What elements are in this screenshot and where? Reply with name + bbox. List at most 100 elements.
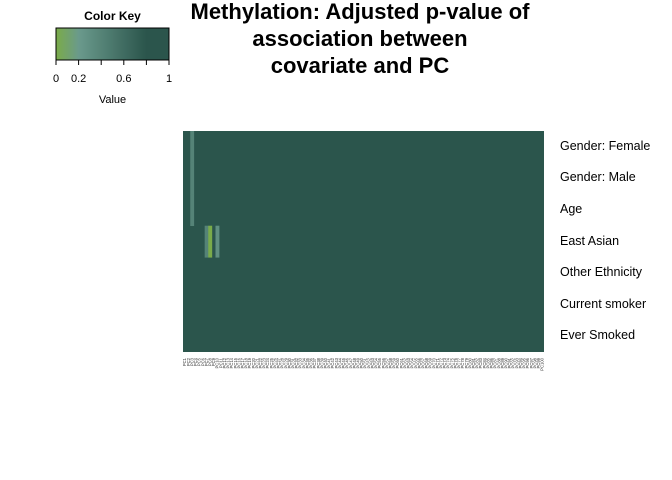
column-label: PC49 [355,357,360,368]
color-key-swatch [72,28,74,60]
color-key-swatch [163,28,165,60]
color-key-swatch [111,28,113,60]
color-key-swatch [120,28,122,60]
column-label: PC5 [197,357,202,366]
color-key-swatch [166,28,168,60]
color-key-swatch [108,28,110,60]
column-label: PC39 [319,357,324,368]
column-label: PC77 [457,357,462,368]
column-label: PC23 [262,357,267,368]
column-label: PC35 [305,357,310,368]
column-label: PC64 [410,357,415,368]
column-label: PC83 [478,357,483,368]
column-label: PC51 [363,357,368,368]
column-label: PC8 [207,357,212,366]
color-key-tick-label: 0 [52,73,60,85]
column-label: PC6 [200,357,205,366]
column-label: PC16 [236,357,241,368]
column-label: PC24 [265,357,270,368]
column-label: PC72 [439,357,444,368]
color-key-swatch [161,28,163,60]
color-key-swatch [155,28,157,60]
color-key-swatch [90,28,92,60]
column-label: PC80 [467,357,472,368]
color-key-swatch [150,28,152,60]
color-key-swatch [119,28,121,60]
color-key-swatch [63,28,65,60]
color-key-swatch [56,28,58,60]
column-label: PC68 [424,357,429,368]
column-label: PC66 [417,357,422,368]
column-label: PC71 [435,357,440,368]
column-label: PC29 [283,357,288,368]
color-key-swatch [118,28,120,60]
column-label: PC3 [189,357,194,366]
color-key-swatch [167,28,169,60]
color-key-swatch [78,28,80,60]
column-label: PC58 [388,357,393,368]
column-label: PC91 [507,357,512,368]
heatmap-cell-r3-c6 [204,225,209,258]
column-label: PC59 [392,357,397,368]
column-label: PC56 [381,357,386,368]
color-key-swatch [84,28,86,60]
column-label: PC89 [500,357,505,368]
color-key-swatch [102,28,104,60]
color-key-swatch [99,28,101,60]
color-key-swatch [139,28,141,60]
column-label: PC62 [402,357,407,368]
color-key-swatch [83,28,85,60]
heatmap-cell-r3-c7 [208,225,213,258]
color-key-swatch [151,28,153,60]
color-key-swatch [82,28,84,60]
column-label: PC21 [254,357,259,368]
color-key-swatch [64,28,66,60]
color-key-swatch [137,28,139,60]
column-label: PC82 [475,357,480,368]
column-label: PC2 [186,357,191,366]
color-key-swatch [62,28,64,60]
column-label: PC15 [233,357,238,368]
color-key-swatch [96,28,98,60]
color-key-tick-label: 0.2 [70,73,87,85]
column-label: PC26 [272,357,277,368]
color-key-swatch [68,28,70,60]
column-label: PC33 [298,357,303,368]
row-label: Ever Smoked [560,328,636,343]
column-label: PC40 [323,357,328,368]
column-label: PC65 [413,357,418,368]
color-key-swatch [95,28,97,60]
color-key-swatch [74,28,76,60]
color-key-swatch [143,28,145,60]
color-key-swatch [156,28,158,60]
column-label: PC55 [377,357,382,368]
color-key-swatch [98,28,100,60]
color-key-swatch [145,28,147,60]
column-label: PC42 [330,357,335,368]
color-key-swatch [81,28,83,60]
color-key-swatch [77,28,79,60]
color-key-swatch [159,28,161,60]
color-key-swatch [160,28,162,60]
color-key-swatch [91,28,93,60]
column-label: PC43 [334,357,339,368]
color-key-swatch [128,28,130,60]
color-key-swatch [100,28,102,60]
column-label: PC87 [493,357,498,368]
color-key-swatch [110,28,112,60]
column-label: PC93 [514,357,519,368]
color-key-swatch [122,28,124,60]
color-key-swatch [106,28,108,60]
color-key-swatch [154,28,156,60]
column-label: PC53 [370,357,375,368]
title-line-1: Methylation: Adjusted p-value of [190,0,530,24]
color-key-swatch [127,28,129,60]
color-key-tick-label: 0.6 [116,73,132,85]
color-key-swatch [121,28,123,60]
color-key-swatch [113,28,115,60]
row-label: Current smoker [560,296,647,311]
title-line-2: association between [252,26,468,51]
color-key-swatch [124,28,126,60]
column-label: PC95 [522,357,527,368]
